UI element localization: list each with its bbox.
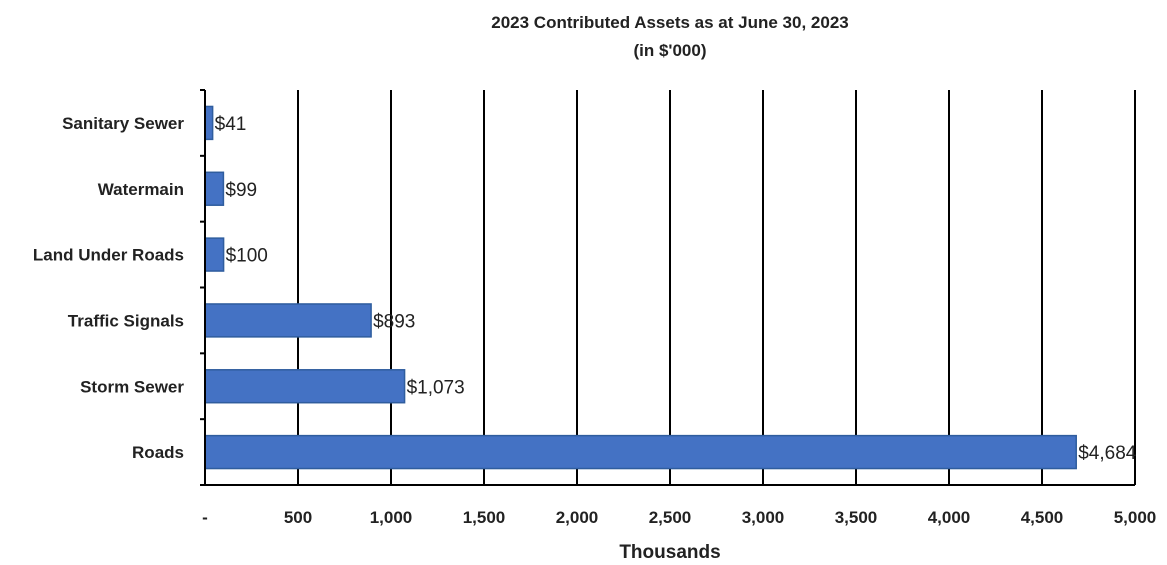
bar <box>205 238 224 271</box>
x-tick-label: 3,500 <box>835 508 878 527</box>
x-tick-label: 3,000 <box>742 508 785 527</box>
bar <box>205 106 213 139</box>
category-label: Traffic Signals <box>68 311 184 330</box>
data-label: $41 <box>215 114 247 135</box>
x-tick-label: 1,500 <box>463 508 506 527</box>
x-tick-label: 500 <box>284 508 312 527</box>
category-label: Land Under Roads <box>33 246 184 265</box>
x-tick-label: 4,500 <box>1021 508 1064 527</box>
x-tick-label: 1,000 <box>370 508 413 527</box>
bars <box>205 106 1076 468</box>
data-label: $4,684 <box>1078 443 1137 464</box>
x-axis-title: Thousands <box>619 542 720 563</box>
data-label: $100 <box>226 246 268 267</box>
x-tick-label: 5,000 <box>1114 508 1157 527</box>
x-tick-label: - <box>202 508 208 527</box>
gridlines <box>298 90 1135 485</box>
category-label: Sanitary Sewer <box>62 114 184 133</box>
axes <box>200 90 1135 485</box>
bar <box>205 172 223 205</box>
data-label: $99 <box>225 180 257 201</box>
bar <box>205 304 371 337</box>
chart-title: 2023 Contributed Assets as at June 30, 2… <box>491 13 848 32</box>
x-tick-label: 2,500 <box>649 508 692 527</box>
bar <box>205 436 1076 469</box>
bar <box>205 370 405 403</box>
data-label: $893 <box>373 311 415 332</box>
chart-subtitle: (in $'000) <box>633 41 706 60</box>
category-label: Watermain <box>98 180 184 199</box>
x-tick-label: 4,000 <box>928 508 971 527</box>
category-label: Roads <box>132 443 184 462</box>
x-tick-label: 2,000 <box>556 508 599 527</box>
data-label: $1,073 <box>407 377 465 398</box>
category-label: Storm Sewer <box>80 377 184 396</box>
